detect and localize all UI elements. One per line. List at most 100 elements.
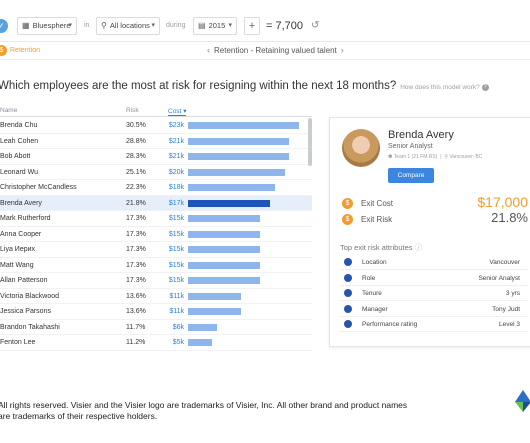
add-filter-button[interactable]: + [244, 17, 260, 35]
table-row[interactable]: Christopher McCandless 22.3% $18k [0, 180, 312, 196]
location-label: All locations [109, 21, 150, 30]
table-row[interactable]: Fenton Lee 11.2% $5k [0, 335, 312, 351]
employee-name-cell: Jessica Parsons [0, 308, 51, 315]
attributes-title: Top exit risk attributes ⓘ [340, 242, 422, 253]
cost-cell: $20k [168, 168, 184, 176]
sort-desc-icon: ▾ [183, 108, 187, 115]
cost-bar [188, 292, 241, 300]
cost-cell: $23k [168, 122, 184, 129]
dataset-select[interactable]: ▦ Bluesphere ▾ [17, 17, 77, 35]
risk-cell: 30.5% [126, 122, 146, 129]
employee-name-cell: Brandon Takahashi [0, 323, 60, 331]
employee-name-cell: Bob Abott [0, 153, 31, 160]
during-label: during [166, 22, 186, 29]
column-header-name[interactable]: Name [0, 107, 18, 114]
question-title: Which employees are the most at risk for… [0, 80, 489, 92]
table-scrollbar[interactable] [308, 118, 312, 166]
chevron-left-icon[interactable]: ‹ [207, 45, 210, 55]
table-row[interactable]: Mark Rutherford 17.3% $15k [0, 211, 312, 227]
cost-header-label: Cost [168, 108, 182, 115]
attribute-value: 3 yrs [505, 290, 520, 297]
model-help-link[interactable]: How does this model work?? [400, 84, 489, 91]
year-label: 2015 [208, 21, 226, 30]
employee-title: Senior Analyst [388, 143, 433, 150]
attribute-row: Role Senior Analyst [340, 271, 528, 286]
table-row[interactable]: Brenda Chu 30.5% $23k [0, 118, 312, 134]
sub-header: $ Retention ‹ Retention - Retaining value… [0, 42, 530, 60]
table-row[interactable]: Allan Patterson 17.3% $15k [0, 273, 312, 289]
employee-name: Brenda Avery [388, 129, 454, 141]
cost-bar [188, 277, 260, 284]
cost-cell: $6k [172, 323, 184, 331]
exit-risk-value: 21.8% [491, 210, 528, 225]
attribute-label: Manager [362, 305, 388, 313]
exit-cost-label: Exit Cost [361, 199, 394, 208]
table-row[interactable]: Liya Иерих 17.3% $15k [0, 242, 312, 258]
table-row[interactable]: Matt Wang 17.3% $15k [0, 258, 312, 273]
footer-legal: All rights reserved. Visier and the Visi… [0, 400, 407, 422]
table-header: Name Risk Cost ▾ [0, 107, 312, 117]
cost-bar [188, 230, 260, 238]
table-row[interactable]: Leah Cohen 28.8% $21k [0, 134, 312, 149]
exit-cost-value: $17,000 [477, 194, 528, 210]
exit-risk-icon: $ [342, 214, 353, 225]
analysis-nav: ‹ Retention - Retaining valued talent › [203, 42, 348, 59]
cost-bar [188, 168, 285, 176]
attribute-value: Level 3 [499, 321, 520, 328]
undo-icon[interactable]: ↺ [311, 20, 320, 31]
footer-line-1: All rights reserved. Visier and the Visi… [0, 400, 408, 410]
table-row[interactable]: Victoria Blackwood 13.6% $11k [0, 289, 312, 304]
attribute-value: Tony Judt [492, 305, 520, 313]
cost-bar [188, 339, 212, 346]
table-row[interactable]: Jessica Parsons 13.6% $11k [0, 304, 312, 320]
cost-bar [188, 199, 270, 207]
building-icon: ▦ [22, 21, 30, 30]
footer-line-2: are trademarks of their respective holde… [0, 411, 158, 421]
cost-bar [188, 184, 275, 191]
employee-name-cell: Victoria Blackwood [0, 292, 60, 300]
chevron-right-icon[interactable]: › [340, 45, 344, 55]
help-text: How does this model work? [400, 84, 480, 91]
attribute-icon [344, 304, 352, 313]
help-icon: ? [481, 84, 489, 91]
compare-button[interactable]: Compare [388, 168, 434, 183]
column-header-risk[interactable]: Risk [126, 107, 139, 114]
cost-cell: $21k [168, 137, 184, 145]
location-select[interactable]: ⚲ All locations ▾ [96, 17, 160, 35]
table-row[interactable]: Leonard Wu 25.1% $20k [0, 165, 312, 180]
analysis-title: Retention - Retaining valued talent [214, 46, 337, 55]
attribute-value: Senior Analyst [478, 274, 520, 282]
attribute-row: Location Vancouver [340, 255, 528, 270]
cost-cell: $15k [168, 215, 184, 222]
section-label[interactable]: Retention [10, 47, 40, 54]
population-count: = 7,700 [266, 20, 304, 32]
risk-cell: 17.3% [126, 277, 146, 284]
question-text: Which employees are the most at risk for… [0, 80, 397, 92]
table-row[interactable]: Brandon Takahashi 11.7% $6k [0, 320, 312, 335]
employee-name-cell: Leonard Wu [0, 168, 39, 176]
attribute-label: Performance rating [362, 321, 418, 328]
attribute-row: Tenure 3 yrs [340, 286, 528, 301]
chevron-down-icon: ▾ [68, 22, 72, 29]
employee-location: Vancouver, BC [449, 154, 483, 160]
column-header-cost[interactable]: Cost ▾ [168, 107, 187, 116]
info-icon[interactable]: ⓘ [414, 243, 423, 252]
cost-cell: $15k [168, 261, 184, 269]
table-row[interactable]: Brenda Avery 21.8% $17k [0, 195, 312, 211]
employee-name-cell: Brenda Avery [0, 199, 42, 207]
cost-bar [188, 308, 241, 315]
attribute-label: Role [362, 274, 376, 282]
cost-cell: $17k [168, 199, 184, 207]
year-select[interactable]: ▤ 2015 ▾ [193, 17, 237, 35]
table-row[interactable]: Bob Abott 28.3% $21k [0, 149, 312, 165]
employee-name-cell: Leah Cohen [0, 137, 39, 145]
risk-cell: 17.3% [126, 215, 146, 222]
check-icon[interactable]: ✓ [0, 19, 8, 33]
table-row[interactable]: Anna Cooper 17.3% $15k [0, 227, 312, 242]
cost-cell: $5k [172, 339, 184, 346]
cost-cell: $15k [168, 277, 184, 284]
attribute-icon [344, 273, 352, 282]
cost-bar [188, 323, 217, 331]
employee-name-cell: Allan Patterson [0, 277, 48, 284]
employee-name-cell: Matt Wang [0, 261, 34, 269]
